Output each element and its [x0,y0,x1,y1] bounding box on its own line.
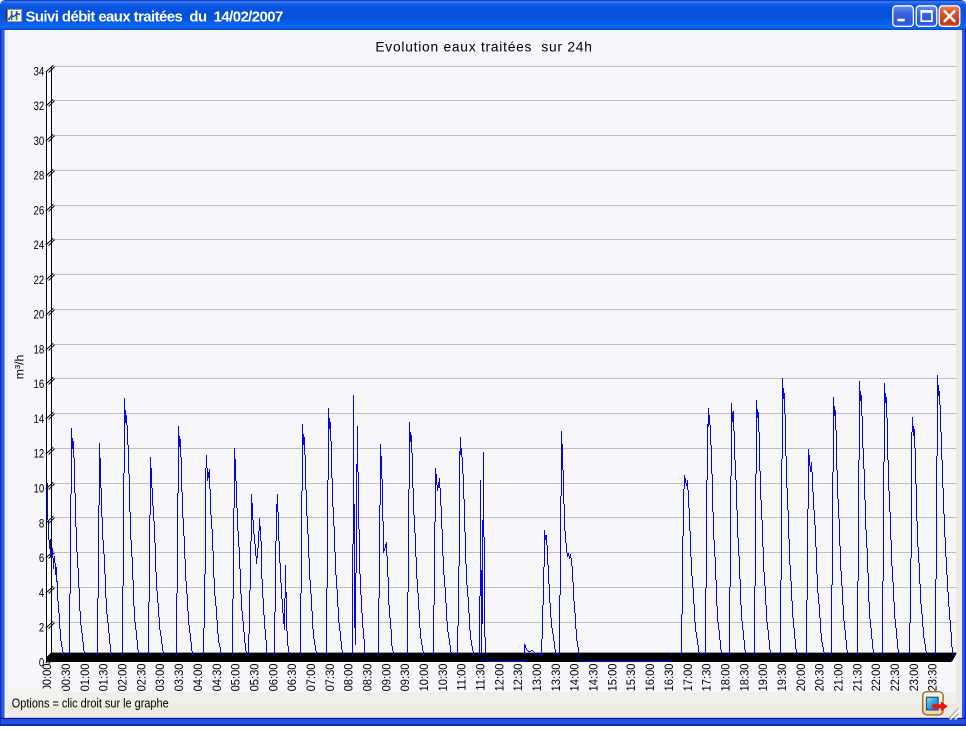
svg-text:05:30: 05:30 [248,663,262,691]
svg-text:16:00: 16:00 [644,663,658,691]
svg-text:17:30: 17:30 [700,663,714,691]
svg-text:05:00: 05:00 [229,663,243,691]
svg-text:22: 22 [33,274,44,287]
svg-text:16:30: 16:30 [662,663,676,691]
svg-text:06:30: 06:30 [286,663,300,691]
svg-text:8: 8 [39,517,44,530]
svg-text:4: 4 [39,587,44,600]
svg-text:10: 10 [33,482,44,495]
svg-text:07:00: 07:00 [304,663,318,691]
svg-text:10:00: 10:00 [417,663,431,691]
svg-text:15:30: 15:30 [625,663,639,691]
svg-text:08:00: 08:00 [342,663,356,691]
svg-text:19:00: 19:00 [757,663,771,691]
svg-text:22:30: 22:30 [888,663,902,691]
svg-text:11:30: 11:30 [474,663,488,690]
svg-text:Suivi débit eaux traitées du: Suivi débit eaux traitées du 14/02/2007 [26,9,283,25]
svg-text:13:00: 13:00 [530,663,544,691]
svg-text:32: 32 [33,100,44,113]
svg-text:18:00: 18:00 [719,663,733,691]
svg-text:24: 24 [33,239,44,252]
svg-text:03:00: 03:00 [154,663,168,691]
svg-text:20: 20 [33,309,44,322]
svg-text:14:30: 14:30 [587,663,601,691]
svg-text:09:30: 09:30 [399,663,413,691]
svg-text:26: 26 [33,204,44,217]
svg-text:0: 0 [39,656,44,669]
svg-text:23:00: 23:00 [907,663,921,691]
svg-text:23:30: 23:30 [926,663,940,691]
svg-text:16: 16 [33,378,44,391]
svg-text:m³/h: m³/h [13,355,27,380]
svg-text:14: 14 [33,413,44,426]
svg-text:22:00: 22:00 [870,663,884,691]
svg-text:20:30: 20:30 [813,663,827,691]
svg-text:06:00: 06:00 [267,663,281,691]
svg-text:11:00: 11:00 [455,663,469,690]
svg-text:20:00: 20:00 [794,663,808,691]
svg-text:14:00: 14:00 [568,663,582,691]
svg-text:08:30: 08:30 [361,663,375,691]
svg-text:04:00: 04:00 [191,663,205,691]
svg-text:03:30: 03:30 [173,663,187,691]
svg-text:2: 2 [39,621,44,634]
svg-text:18: 18 [33,343,44,356]
svg-text:12:00: 12:00 [493,663,507,691]
svg-text:07:30: 07:30 [323,663,337,691]
svg-text:15:00: 15:00 [606,663,620,691]
svg-text:00:30: 00:30 [59,663,73,691]
svg-text:21:30: 21:30 [851,663,865,691]
svg-text:34: 34 [33,65,44,78]
svg-text:18:30: 18:30 [738,663,752,691]
svg-text:28: 28 [33,170,44,183]
svg-text:Evolution eaux traitées sur 2: Evolution eaux traitées sur 24h [375,40,592,55]
svg-text:02:00: 02:00 [116,663,130,691]
svg-text:19:30: 19:30 [775,663,789,691]
svg-text:21:00: 21:00 [832,663,846,691]
svg-text:00:00: 00:00 [41,663,55,691]
svg-text:13:30: 13:30 [549,663,563,691]
svg-text:01:00: 01:00 [78,663,92,691]
svg-text:02:30: 02:30 [135,663,149,691]
svg-text:17:00: 17:00 [681,663,695,691]
svg-text:30: 30 [33,135,44,148]
svg-text:12:30: 12:30 [512,663,526,691]
svg-text:09:00: 09:00 [380,663,394,691]
svg-text:6: 6 [39,552,44,565]
svg-text:04:30: 04:30 [210,663,224,691]
svg-text:10:30: 10:30 [436,663,450,691]
svg-text:12: 12 [33,448,44,461]
svg-text:01:30: 01:30 [97,663,111,691]
svg-text:Options = clic droit sur le gr: Options = clic droit sur le graphe [12,696,169,711]
